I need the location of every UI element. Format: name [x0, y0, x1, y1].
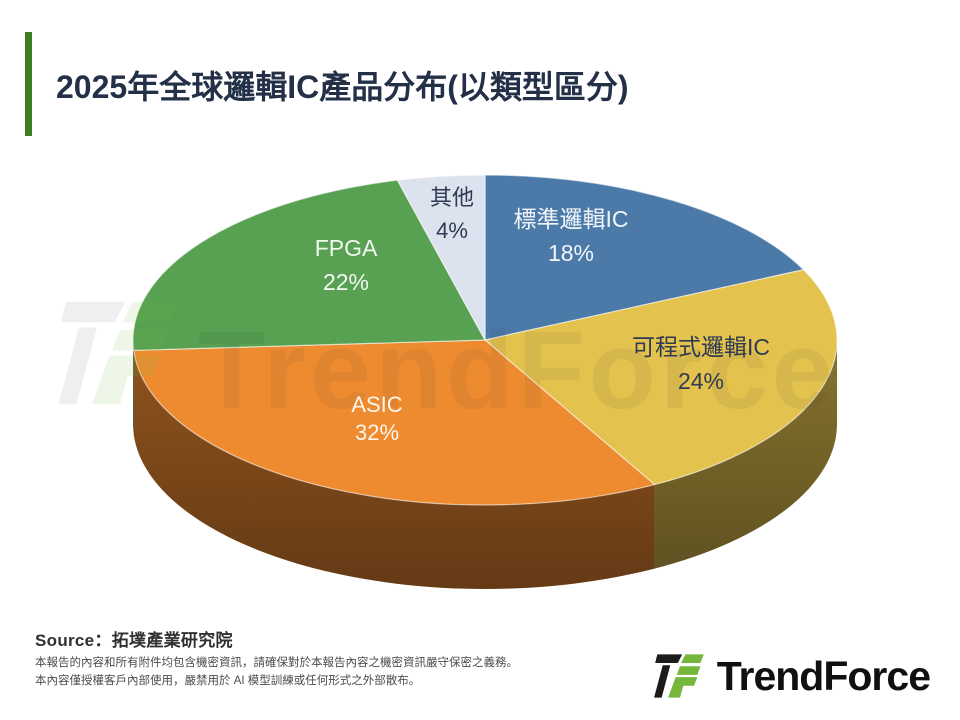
pie-slice-1: [484, 269, 838, 486]
pie-slice-0: [484, 174, 805, 341]
pie-wall-1: [654, 340, 837, 569]
slice-name: FPGA: [314, 235, 378, 261]
slice-name: 可程式邏輯IC: [632, 334, 770, 360]
page-title: 2025年全球邏輯IC產品分布(以類型區分): [56, 69, 629, 105]
pie-slice-4: [396, 174, 486, 341]
slice-percent: 32%: [354, 420, 400, 445]
title-accent-bar: [25, 32, 32, 136]
slice-name: 其他: [429, 185, 475, 210]
trendforce-logo-icon: [653, 654, 704, 698]
slice-label-asic: ASIC 32%: [351, 391, 402, 447]
trendforce-logo-text: TrendForce: [716, 652, 931, 699]
source-line: Source：拓墣產業研究院: [35, 631, 233, 650]
trendforce-logo: TrendForce: [653, 652, 931, 700]
slice-label-standard-logic-ic: 標準邏輯IC 18%: [514, 202, 629, 270]
pie-wall-3: [133, 340, 134, 435]
disclaimer-line-2: 本內容僅授權客戶內部使用，嚴禁用於 AI 模型訓練或任何形式之外部散布。: [35, 675, 421, 687]
slice-name: 標準邏輯IC: [513, 206, 629, 232]
disclaimer-line-1: 本報告的內容和所有附件均包含機密資訊，請確保對於本報告內容之機密資訊嚴守保密之義…: [35, 657, 518, 669]
slice-label-programmable-logic-ic: 可程式邏輯IC 24%: [632, 330, 770, 398]
slice-percent: 24%: [677, 368, 725, 394]
disclaimer-text: 本報告的內容和所有附件均包含機密資訊，請確保對於本報告內容之機密資訊嚴守保密之義…: [35, 654, 518, 690]
slice-percent: 22%: [322, 269, 370, 295]
slice-label-others: 其他 4%: [430, 181, 474, 247]
slice-percent: 18%: [547, 240, 595, 266]
pie-slice-2: [133, 339, 656, 506]
slice-percent: 4%: [436, 218, 468, 243]
pie-wall-2: [133, 350, 655, 589]
slice-name: ASIC: [351, 392, 403, 417]
pie-slice-3: [132, 179, 486, 351]
slice-label-fpga: FPGA 22%: [315, 231, 378, 299]
